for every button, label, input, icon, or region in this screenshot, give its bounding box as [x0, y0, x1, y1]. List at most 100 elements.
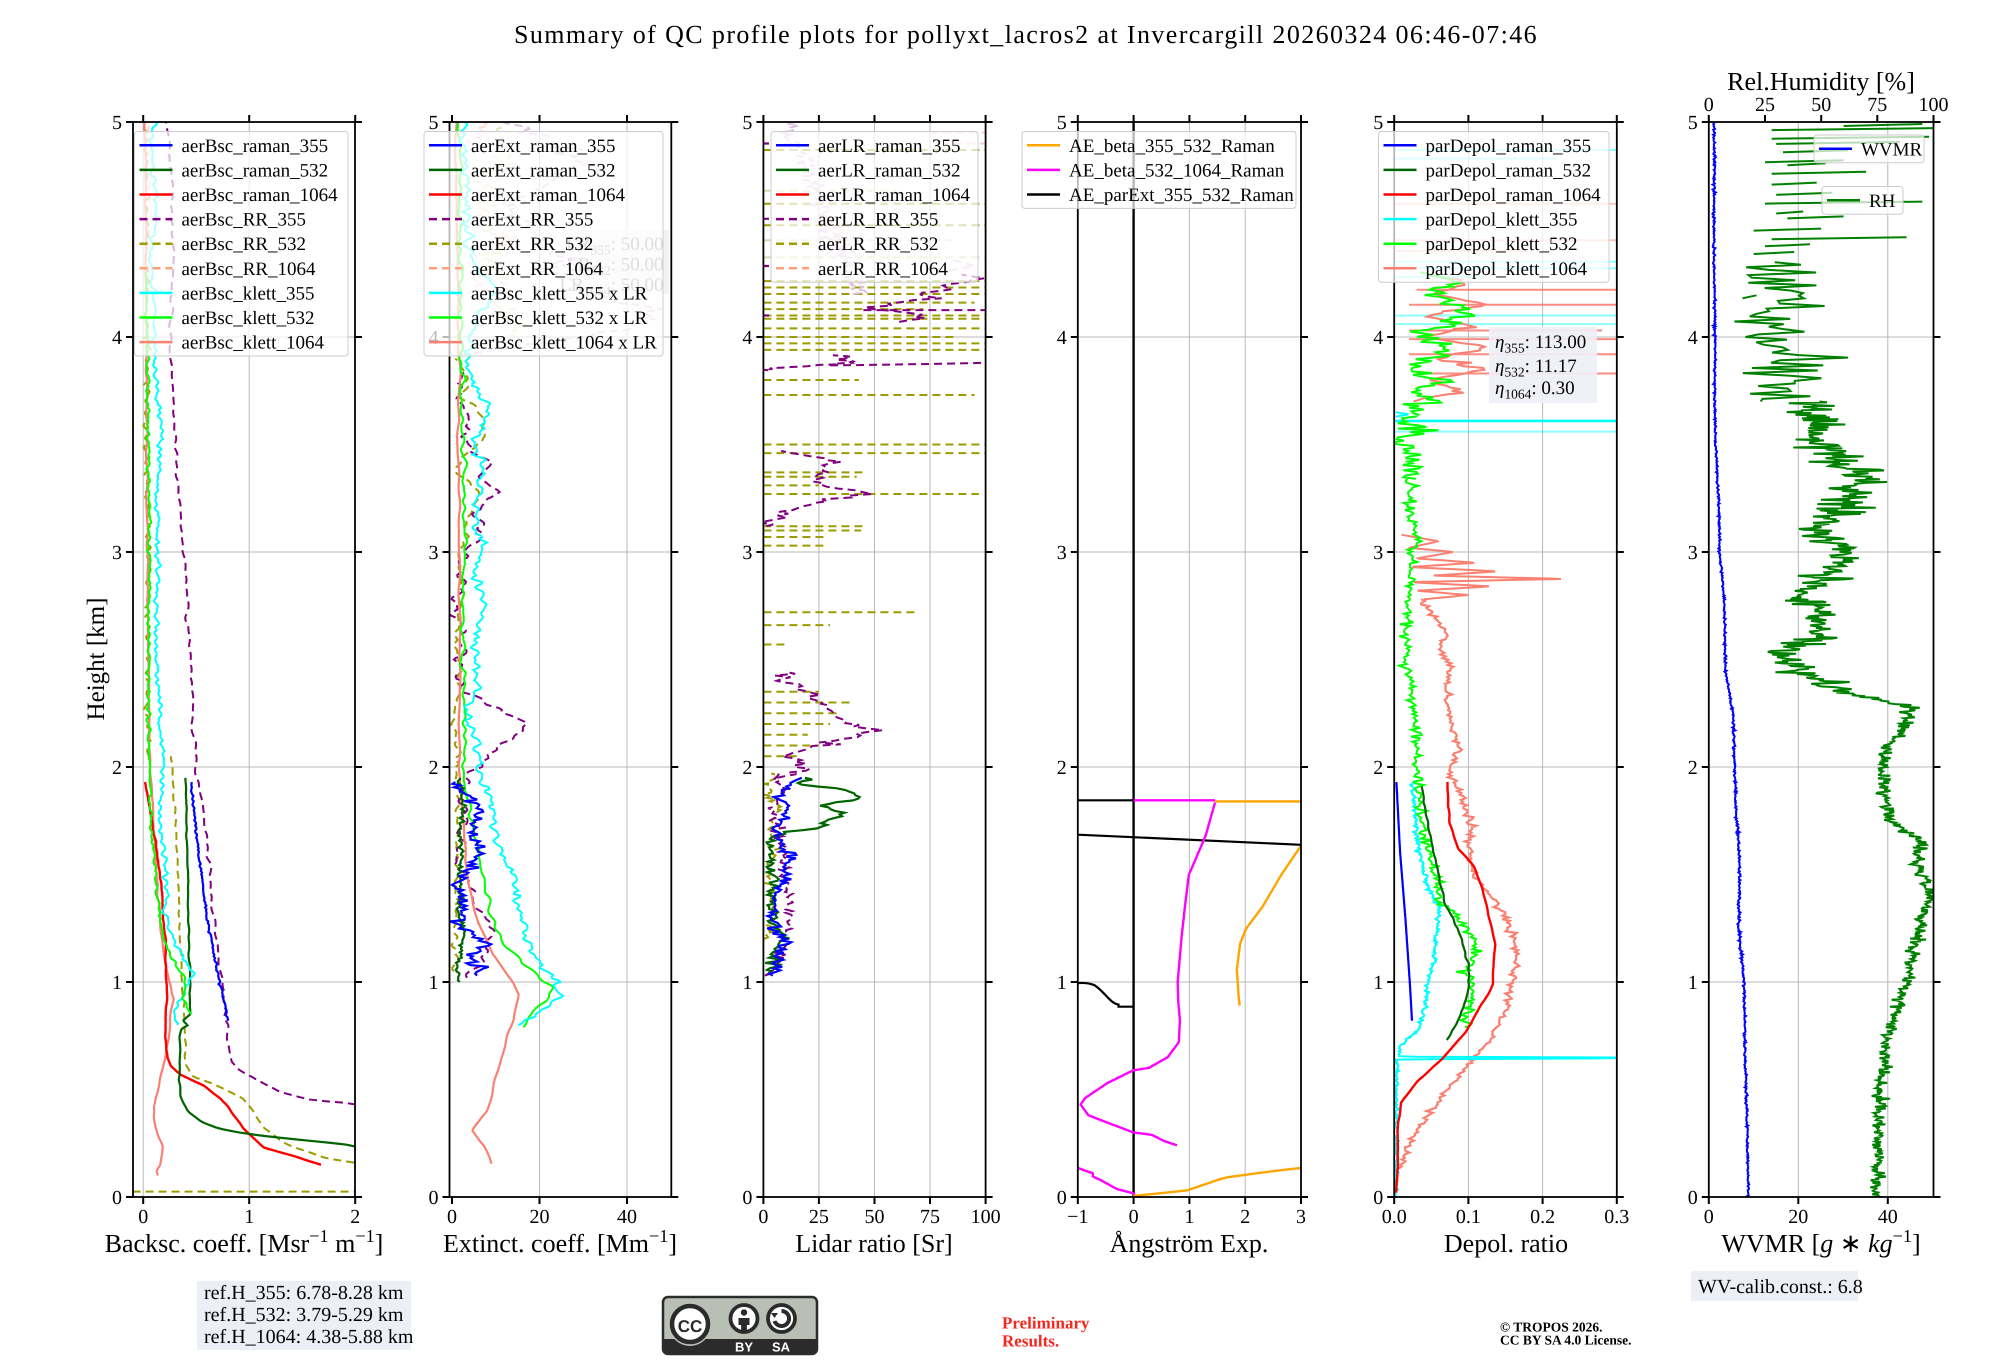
svg-text:100: 100 — [971, 1206, 1001, 1228]
svg-text:Results.: Results. — [1002, 1332, 1059, 1351]
svg-text:aerBsc_raman_1064: aerBsc_raman_1064 — [182, 185, 339, 206]
svg-text:aerBsc_klett_532 x LR: aerBsc_klett_532 x LR — [471, 308, 648, 329]
svg-text:aerBsc_raman_355: aerBsc_raman_355 — [182, 136, 329, 157]
svg-text:Lidar ratio [Sr]: Lidar ratio [Sr] — [795, 1229, 952, 1258]
svg-text:3: 3 — [1296, 1206, 1306, 1228]
svg-text:aerBsc_klett_355: aerBsc_klett_355 — [182, 283, 315, 304]
svg-text:2: 2 — [112, 757, 122, 779]
svg-text:aerExt_RR_532: aerExt_RR_532 — [471, 234, 593, 255]
svg-text:WVMR [g ∗ kg−1]: WVMR [g ∗ kg−1] — [1721, 1226, 1920, 1258]
svg-text:AE_beta_355_532_Raman: AE_beta_355_532_Raman — [1069, 136, 1275, 157]
svg-text:5: 5 — [1688, 112, 1698, 134]
svg-text:1: 1 — [1184, 1206, 1194, 1228]
svg-text:5: 5 — [112, 112, 122, 134]
svg-text:0.2: 0.2 — [1530, 1206, 1555, 1228]
svg-text:40: 40 — [617, 1206, 637, 1228]
svg-text:aerBsc_RR_355: aerBsc_RR_355 — [182, 210, 307, 231]
svg-text:0: 0 — [1688, 1187, 1698, 1209]
svg-text:© TROPOS 2026.: © TROPOS 2026. — [1500, 1320, 1602, 1335]
svg-text:5: 5 — [429, 112, 439, 134]
svg-text:0: 0 — [1704, 94, 1714, 116]
svg-text:1: 1 — [429, 972, 439, 994]
svg-text:aerBsc_klett_532: aerBsc_klett_532 — [182, 308, 315, 329]
svg-text:2: 2 — [1373, 757, 1383, 779]
svg-text:AE_parExt_355_532_Raman: AE_parExt_355_532_Raman — [1069, 185, 1294, 206]
svg-text:aerBsc_RR_1064: aerBsc_RR_1064 — [182, 259, 317, 280]
svg-text:25: 25 — [1755, 94, 1775, 116]
svg-text:1: 1 — [244, 1206, 254, 1228]
svg-text:75: 75 — [920, 1206, 940, 1228]
svg-text:0: 0 — [742, 1187, 752, 1209]
svg-text:aerLR_RR_1064: aerLR_RR_1064 — [818, 259, 948, 280]
svg-text:20: 20 — [1788, 1206, 1808, 1228]
svg-text:CC: CC — [678, 1317, 703, 1336]
svg-text:5: 5 — [1057, 112, 1067, 134]
svg-text:aerLR_RR_355: aerLR_RR_355 — [818, 210, 938, 231]
svg-text:aerBsc_klett_1064: aerBsc_klett_1064 — [182, 333, 325, 354]
svg-text:Backsc. coeff. [Msr−1 m−1]: Backsc. coeff. [Msr−1 m−1] — [105, 1226, 384, 1258]
svg-text:2: 2 — [1057, 757, 1067, 779]
svg-text:3: 3 — [1688, 542, 1698, 564]
svg-text:RH: RH — [1869, 191, 1896, 212]
svg-text:1: 1 — [112, 972, 122, 994]
svg-text:aerExt_raman_532: aerExt_raman_532 — [471, 160, 616, 181]
svg-text:25: 25 — [809, 1206, 829, 1228]
svg-text:3: 3 — [1373, 542, 1383, 564]
svg-text:3: 3 — [742, 542, 752, 564]
svg-text:20: 20 — [530, 1206, 550, 1228]
svg-text:aerBsc_RR_532: aerBsc_RR_532 — [182, 234, 307, 255]
svg-text:aerLR_raman_1064: aerLR_raman_1064 — [818, 185, 970, 206]
svg-text:4: 4 — [112, 327, 122, 349]
svg-text:Extinct. coeff. [Mm−1]: Extinct. coeff. [Mm−1] — [443, 1226, 677, 1258]
svg-text:5: 5 — [1373, 112, 1383, 134]
svg-text:0: 0 — [112, 1187, 122, 1209]
svg-text:aerLR_RR_532: aerLR_RR_532 — [818, 234, 938, 255]
svg-text:aerExt_RR_1064: aerExt_RR_1064 — [471, 259, 603, 280]
svg-text:aerLR_raman_355: aerLR_raman_355 — [818, 136, 960, 157]
svg-text:BY: BY — [735, 1340, 753, 1355]
svg-text:2: 2 — [429, 757, 439, 779]
svg-text:2: 2 — [350, 1206, 360, 1228]
svg-text:aerExt_raman_1064: aerExt_raman_1064 — [471, 185, 626, 206]
svg-text:50: 50 — [865, 1206, 885, 1228]
svg-text:5: 5 — [742, 112, 752, 134]
svg-text:Preliminary: Preliminary — [1002, 1314, 1090, 1333]
svg-text:aerExt_raman_355: aerExt_raman_355 — [471, 136, 616, 157]
svg-text:ref.H_355: 6.78-8.28 km: ref.H_355: 6.78-8.28 km — [204, 1282, 404, 1304]
svg-text:parDepol_raman_355: parDepol_raman_355 — [1426, 136, 1592, 157]
svg-text:1: 1 — [1373, 972, 1383, 994]
svg-text:ref.H_532: 3.79-5.29 km: ref.H_532: 3.79-5.29 km — [204, 1304, 404, 1326]
svg-text:100: 100 — [1919, 94, 1949, 116]
svg-text:Rel.Humidity [%]: Rel.Humidity [%] — [1727, 67, 1915, 96]
svg-text:4: 4 — [1688, 327, 1698, 349]
svg-text:−1: −1 — [1067, 1206, 1088, 1228]
svg-text:3: 3 — [1057, 542, 1067, 564]
svg-text:0: 0 — [1129, 1206, 1139, 1228]
svg-text:parDepol_klett_532: parDepol_klett_532 — [1426, 234, 1578, 255]
svg-text:0: 0 — [1057, 1187, 1067, 1209]
svg-text:Depol. ratio: Depol. ratio — [1444, 1229, 1568, 1258]
svg-text:WV-calib.const.: 6.8: WV-calib.const.: 6.8 — [1698, 1276, 1863, 1298]
svg-text:parDepol_klett_355: parDepol_klett_355 — [1426, 210, 1578, 231]
svg-text:3: 3 — [429, 542, 439, 564]
svg-text:1: 1 — [1688, 972, 1698, 994]
svg-text:0: 0 — [1704, 1206, 1714, 1228]
svg-text:75: 75 — [1867, 94, 1887, 116]
svg-text:4: 4 — [1057, 327, 1067, 349]
svg-text:aerLR_raman_532: aerLR_raman_532 — [818, 160, 960, 181]
svg-text:2: 2 — [1688, 757, 1698, 779]
svg-text:40: 40 — [1878, 1206, 1898, 1228]
svg-text:0.3: 0.3 — [1604, 1206, 1629, 1228]
svg-text:0.1: 0.1 — [1456, 1206, 1481, 1228]
svg-text:1: 1 — [1057, 972, 1067, 994]
svg-text:3: 3 — [112, 542, 122, 564]
svg-text:parDepol_klett_1064: parDepol_klett_1064 — [1426, 259, 1588, 280]
svg-text:aerBsc_klett_1064 x LR: aerBsc_klett_1064 x LR — [471, 333, 657, 354]
svg-text:aerBsc_raman_532: aerBsc_raman_532 — [182, 160, 329, 181]
svg-text:0: 0 — [138, 1206, 148, 1228]
svg-text:2: 2 — [742, 757, 752, 779]
svg-text:4: 4 — [742, 327, 752, 349]
svg-text:parDepol_raman_532: parDepol_raman_532 — [1426, 160, 1592, 181]
svg-text:0.0: 0.0 — [1382, 1206, 1407, 1228]
svg-text:0: 0 — [1373, 1187, 1383, 1209]
